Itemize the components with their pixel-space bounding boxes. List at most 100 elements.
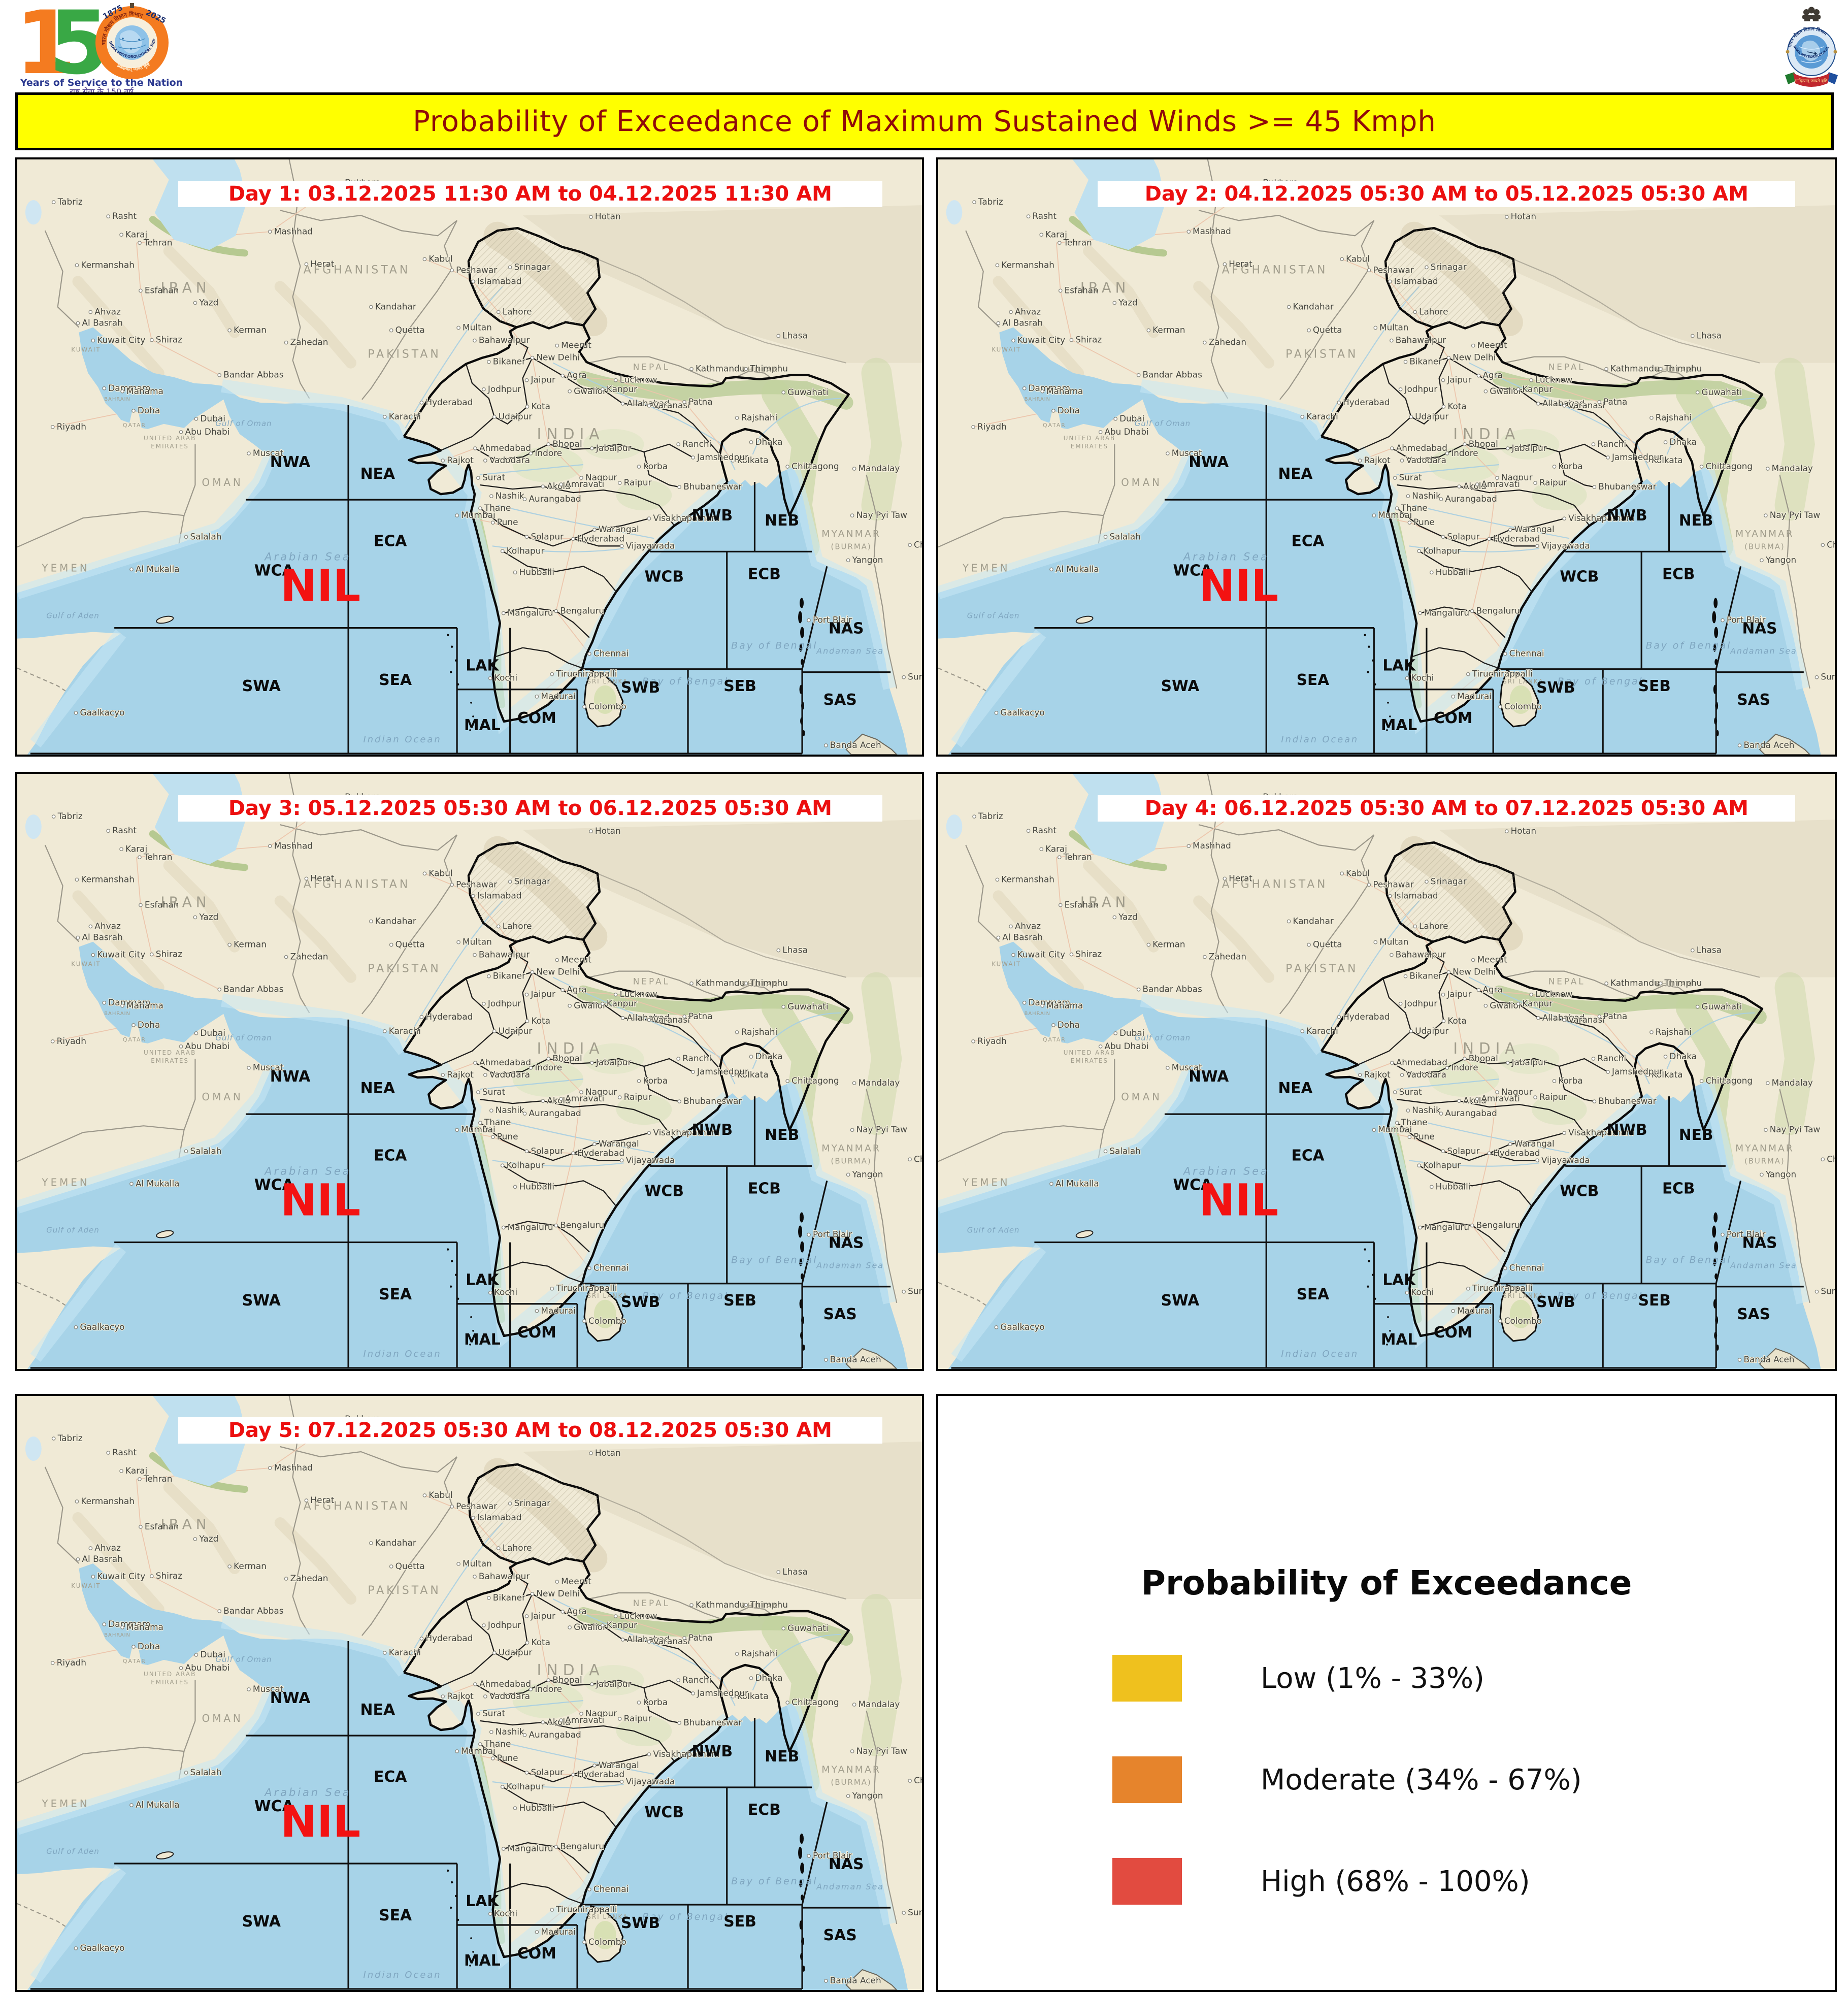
svg-text:Agra: Agra — [567, 371, 587, 381]
svg-text:Kabul: Kabul — [1346, 253, 1370, 264]
svg-text:Hyderabad: Hyderabad — [577, 1148, 624, 1158]
svg-text:Andaman Sea: Andaman Sea — [1730, 646, 1797, 656]
svg-text:Multan: Multan — [463, 1558, 492, 1569]
svg-text:Bay of Bengal: Bay of Bengal — [1558, 1290, 1643, 1301]
svg-text:Gulf of Oman: Gulf of Oman — [215, 1655, 272, 1664]
svg-text:SWB: SWB — [621, 1293, 660, 1311]
svg-text:Surat: Surat — [482, 473, 506, 483]
svg-text:Solapur: Solapur — [531, 1146, 564, 1156]
svg-text:Allahabad: Allahabad — [1542, 398, 1585, 408]
svg-text:आदित्यात् जायते वृष्टि:: आदित्यात् जायते वृष्टि: — [1794, 78, 1829, 84]
svg-text:Ranchi: Ranchi — [682, 1054, 711, 1064]
svg-text:NAS: NAS — [829, 620, 864, 638]
svg-text:Bandar Abbas: Bandar Abbas — [1143, 370, 1202, 380]
svg-text:MYANMAR: MYANMAR — [1735, 528, 1794, 539]
svg-text:BHUTAN: BHUTAN — [1656, 981, 1694, 989]
svg-text:Port Blair: Port Blair — [813, 1850, 852, 1860]
svg-text:IRAN: IRAN — [1080, 279, 1130, 296]
svg-text:Multan: Multan — [463, 323, 492, 333]
svg-text:Bandar Abbas: Bandar Abbas — [223, 985, 284, 995]
svg-text:Hyderabad: Hyderabad — [1493, 533, 1540, 543]
svg-text:Bay of Bengal: Bay of Bengal — [1558, 676, 1643, 687]
svg-text:Lhasa: Lhasa — [782, 1566, 808, 1577]
sea-name-labels: Arabian Sea Gulf of Oman Gulf of Aden Bay o… — [46, 419, 883, 745]
svg-text:Kota: Kota — [531, 1637, 550, 1647]
svg-text:IRAN: IRAN — [160, 279, 210, 296]
svg-text:Muscat: Muscat — [1172, 1062, 1202, 1072]
svg-text:SRI LANKA: SRI LANKA — [1503, 1292, 1543, 1299]
svg-text:Muscat: Muscat — [253, 1063, 284, 1073]
svg-text:Bikaner: Bikaner — [493, 357, 525, 367]
svg-text:Patna: Patna — [688, 1011, 713, 1022]
svg-text:Kabul: Kabul — [428, 868, 452, 878]
svg-text:Chiang Mai: Chiang Mai — [914, 1154, 922, 1164]
svg-text:Pune: Pune — [1413, 517, 1434, 527]
svg-text:SEA: SEA — [379, 1286, 412, 1303]
svg-text:Kuwait City: Kuwait City — [97, 1571, 145, 1581]
svg-text:Mashhad: Mashhad — [1193, 840, 1231, 851]
svg-text:Tiruchirappalli: Tiruchirappalli — [1472, 669, 1533, 679]
svg-text:Nagpur: Nagpur — [1501, 472, 1533, 482]
svg-text:Vadodara: Vadodara — [1406, 1069, 1446, 1080]
svg-text:Varanasi: Varanasi — [653, 401, 690, 411]
svg-text:Raipur: Raipur — [1539, 1092, 1567, 1102]
svg-text:UNITED ARAB: UNITED ARAB — [144, 435, 196, 442]
svg-text:NIL: NIL — [280, 1797, 360, 1847]
svg-text:Lucknow: Lucknow — [1535, 989, 1572, 999]
legend-label-low: Low (1% - 33%) — [1261, 1661, 1484, 1695]
svg-text:Kota: Kota — [1447, 401, 1466, 411]
svg-text:ECA: ECA — [374, 1147, 407, 1164]
svg-text:Rasht: Rasht — [112, 211, 137, 221]
svg-text:Rasht: Rasht — [1032, 211, 1057, 221]
svg-text:Colombo: Colombo — [588, 1316, 626, 1326]
svg-text:Bandar Abbas: Bandar Abbas — [223, 1606, 283, 1616]
svg-text:YEMEN: YEMEN — [41, 1176, 89, 1188]
svg-text:Korba: Korba — [643, 462, 668, 472]
svg-text:Zahedan: Zahedan — [1209, 337, 1246, 347]
svg-text:Lhasa: Lhasa — [782, 945, 808, 956]
svg-text:IRAN: IRAN — [160, 894, 210, 910]
forecast-map-day2: Tabriz Rasht Karaj Tehran Mashhad Kermanshah E… — [936, 157, 1837, 757]
svg-text:Tehran: Tehran — [143, 852, 173, 862]
svg-text:BAHRAIN: BAHRAIN — [104, 1632, 130, 1638]
svg-text:NEB: NEB — [1679, 512, 1713, 530]
svg-text:Rajshahi: Rajshahi — [741, 413, 778, 423]
svg-text:Kathmandu: Kathmandu — [696, 1599, 745, 1610]
svg-text:Gulf of Aden: Gulf of Aden — [46, 611, 100, 620]
svg-text:Al Mukalla: Al Mukalla — [136, 1800, 180, 1810]
svg-text:Chiang Mai: Chiang Mai — [1827, 1154, 1835, 1164]
svg-text:Thane: Thane — [484, 1739, 511, 1749]
svg-text:Bikaner: Bikaner — [1409, 356, 1442, 367]
svg-text:Nagpur: Nagpur — [585, 1708, 617, 1718]
svg-text:Hubballi: Hubballi — [1436, 567, 1471, 577]
svg-text:Kandahar: Kandahar — [375, 302, 416, 312]
svg-text:Solapur: Solapur — [531, 532, 564, 542]
svg-text:WCA: WCA — [254, 1176, 294, 1194]
svg-text:PAKISTAN: PAKISTAN — [1285, 348, 1358, 361]
svg-text:BHUTAN: BHUTAN — [741, 981, 780, 989]
svg-text:Thane: Thane — [1401, 503, 1428, 513]
svg-text:Madurai: Madurai — [541, 1306, 575, 1316]
svg-text:Kathmandu: Kathmandu — [696, 978, 745, 989]
kashmir-hatched-region — [1385, 842, 1515, 943]
svg-text:Visakhapatnam: Visakhapatnam — [653, 513, 719, 524]
svg-text:Warangal: Warangal — [599, 1760, 639, 1770]
country-borders — [17, 774, 898, 1315]
svg-text:Gulf of Aden: Gulf of Aden — [967, 611, 1020, 620]
svg-text:Quetta: Quetta — [1313, 939, 1342, 949]
day1-title: Day 1: 03.12.2025 11:30 AM to 04.12.2025… — [228, 182, 832, 206]
svg-text:Meerut: Meerut — [1477, 340, 1508, 350]
svg-text:BHUTAN: BHUTAN — [741, 366, 780, 374]
svg-text:Lucknow: Lucknow — [1535, 375, 1572, 385]
legend-panel: Probability of Exceedance Low (1% - 33%)… — [936, 1394, 1837, 1992]
svg-text:QATAR: QATAR — [123, 422, 146, 429]
svg-text:Nashik: Nashik — [1412, 491, 1441, 501]
svg-text:Kabul: Kabul — [428, 1490, 452, 1500]
svg-text:Varanasi: Varanasi — [1568, 400, 1605, 410]
svg-text:Surat: Surat — [1821, 1286, 1835, 1296]
svg-text:UNITED ARAB: UNITED ARAB — [144, 1671, 196, 1678]
svg-text:Nay Pyi Taw: Nay Pyi Taw — [856, 1125, 908, 1135]
sumatra-tip — [1759, 1348, 1811, 1369]
svg-text:ECA: ECA — [1292, 532, 1325, 550]
svg-text:Gulf of Oman: Gulf of Oman — [1135, 1033, 1191, 1042]
